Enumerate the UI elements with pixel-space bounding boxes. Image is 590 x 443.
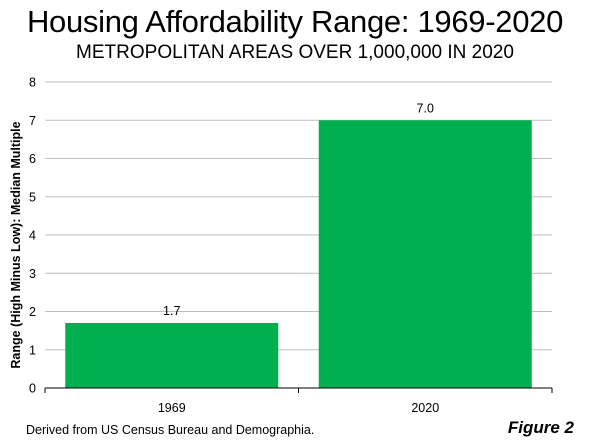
y-tick-label: 3	[29, 267, 36, 281]
bar-1969	[65, 322, 279, 388]
y-tick-label: 8	[29, 76, 36, 90]
data-labels: 1.7 7.0	[163, 101, 434, 318]
x-axis-ticks: 1969 2020	[44, 388, 553, 415]
bar-2020	[318, 120, 532, 388]
y-tick-label: 7	[29, 114, 36, 128]
data-label-2020: 7.0	[417, 101, 434, 115]
figure-label: Figure 2	[507, 418, 574, 437]
chart-subtitle: METROPOLITAN AREAS OVER 1,000,000 IN 202…	[76, 42, 514, 63]
y-tick-label: 2	[29, 305, 36, 319]
data-label-1969: 1.7	[163, 304, 180, 318]
y-tick-label: 0	[29, 382, 36, 396]
y-axis-ticks: 0 1 2 3 4 5 6 7 8	[29, 76, 36, 396]
x-tick-label-1969: 1969	[158, 401, 186, 415]
bars	[65, 120, 532, 388]
y-tick-label: 4	[29, 229, 36, 243]
y-axis-title: Range (High Minus Low): Median Multiple	[9, 121, 23, 368]
y-tick-label: 5	[29, 190, 36, 204]
y-tick-label: 1	[29, 343, 36, 357]
y-tick-label: 6	[29, 152, 36, 166]
source-note: Derived from US Census Bureau and Demogr…	[26, 423, 315, 437]
x-tick-label-2020: 2020	[411, 401, 439, 415]
chart-title: Housing Affordability Range: 1969-2020	[26, 4, 564, 39]
